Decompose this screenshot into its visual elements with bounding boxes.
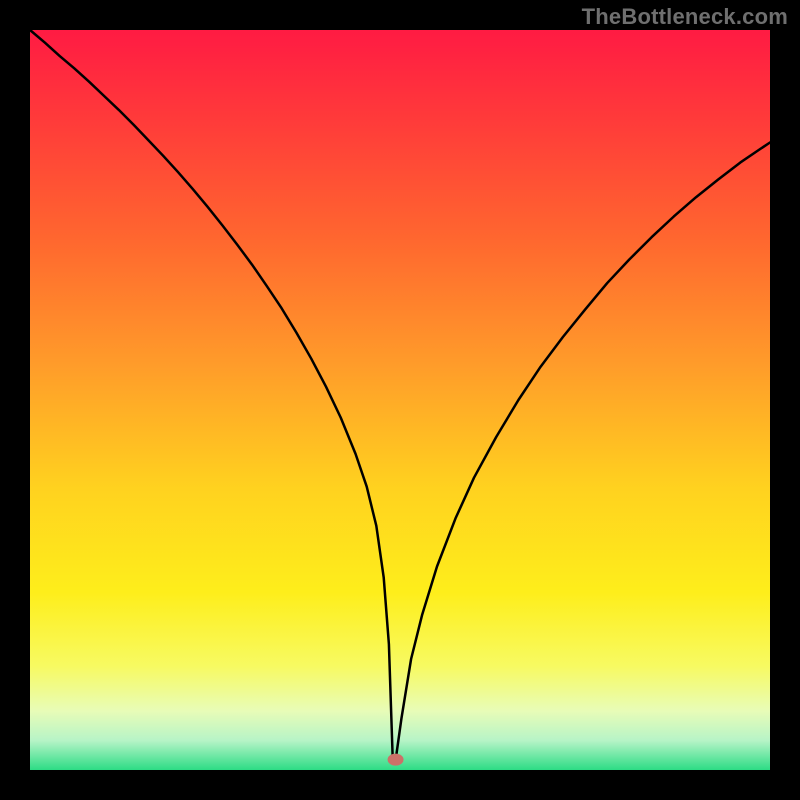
bottleneck-chart: [0, 0, 800, 800]
chart-container: TheBottleneck.com: [0, 0, 800, 800]
plot-background: [30, 30, 770, 770]
optimum-marker: [388, 754, 404, 766]
watermark-text: TheBottleneck.com: [582, 4, 788, 30]
